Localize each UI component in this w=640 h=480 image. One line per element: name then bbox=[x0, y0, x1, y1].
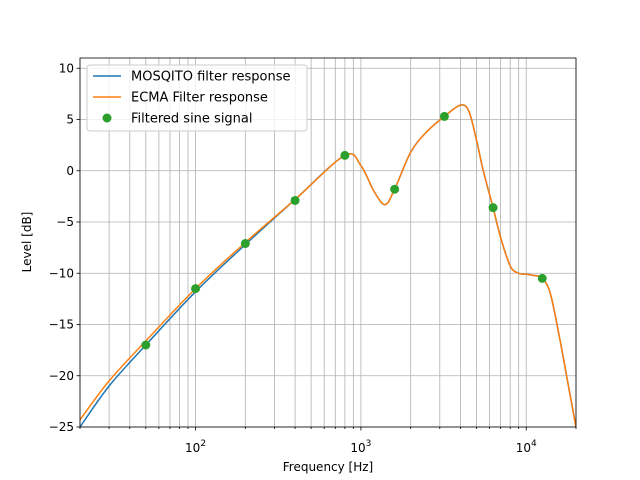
series-line-ecma bbox=[80, 104, 576, 427]
data-point bbox=[290, 195, 300, 205]
legend-box bbox=[86, 64, 308, 132]
data-point bbox=[191, 284, 201, 294]
legend-label: Filtered sine signal bbox=[131, 112, 253, 127]
legend-marker bbox=[102, 113, 112, 123]
y-tick-label: −20 bbox=[49, 369, 74, 383]
y-axis-ticks: 10 5 0 −5 −10 −15 −20 −25 bbox=[49, 61, 80, 434]
y-tick-label: 0 bbox=[66, 164, 74, 178]
y-tick-label: −25 bbox=[49, 420, 74, 434]
data-point bbox=[340, 150, 350, 160]
legend-label: ECMA Filter response bbox=[131, 91, 268, 106]
data-point bbox=[390, 184, 400, 194]
x-tick-label: 104 bbox=[516, 439, 537, 455]
legend: MOSQITO filter response ECMA Filter respo… bbox=[86, 64, 308, 132]
series-line-mosqito bbox=[80, 104, 576, 427]
x-tick-label: 102 bbox=[185, 439, 206, 455]
y-tick-label: 5 bbox=[66, 113, 74, 127]
data-point bbox=[141, 340, 151, 350]
series-markers-sine bbox=[141, 111, 547, 350]
x-tick-label: 103 bbox=[350, 439, 371, 455]
y-tick-label: −15 bbox=[49, 318, 74, 332]
y-tick-label: 10 bbox=[59, 61, 74, 75]
y-tick-label: −10 bbox=[49, 266, 74, 280]
data-point bbox=[439, 111, 449, 121]
plot-frame bbox=[79, 57, 577, 428]
y-tick-label: −5 bbox=[56, 215, 74, 229]
y-axis-label: Level [dB] bbox=[20, 212, 34, 273]
data-point bbox=[488, 203, 498, 213]
x-axis-ticks: 102 103 104 bbox=[79, 427, 577, 455]
plot-area bbox=[80, 104, 576, 427]
legend-label: MOSQITO filter response bbox=[131, 70, 291, 85]
data-point bbox=[537, 273, 547, 283]
x-axis-label: Frequency [Hz] bbox=[283, 460, 374, 474]
data-point bbox=[240, 239, 250, 249]
